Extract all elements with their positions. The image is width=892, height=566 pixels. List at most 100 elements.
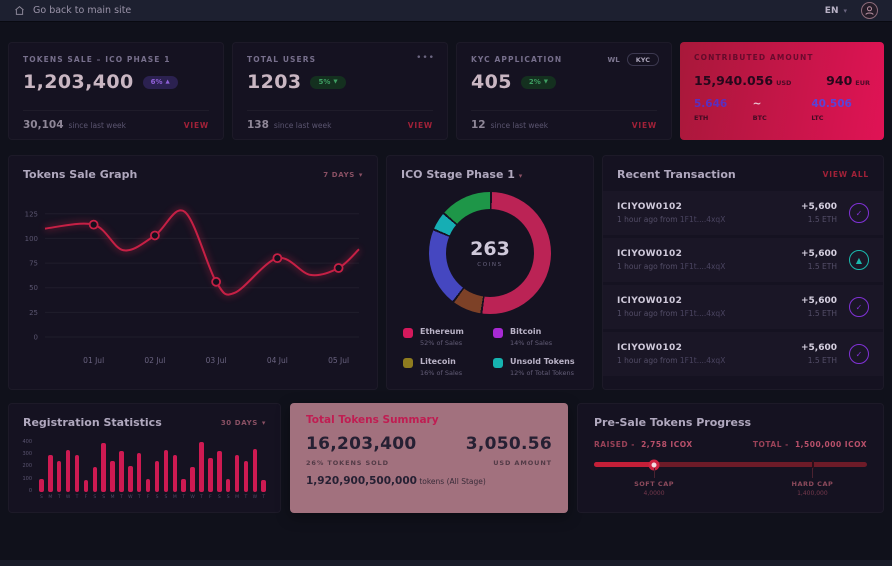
bar: T [117, 437, 126, 501]
usd-amount-label: USD AMOUNT [493, 459, 552, 467]
legend-item: Litecoin 16% of Sales [403, 357, 487, 377]
panel-title: Tokens Sale Graph [23, 168, 138, 181]
transaction-amount: +5,600 1.5 ETH [800, 296, 837, 318]
more-menu-icon[interactable]: ••• [416, 53, 435, 63]
coin-amount: 5.646 ETH [694, 98, 728, 122]
legend-item: Unsold Tokens 12% of Total Tokens [493, 357, 577, 377]
usd-amount-value: 3,050.56 [465, 434, 552, 454]
ico-stage-panel: ICO Stage Phase 1 ▾ 263 COINS Ethereum 52… [386, 155, 594, 390]
range-dropdown[interactable]: 30 DAYS ▾ [220, 418, 266, 427]
bar: T [55, 437, 64, 501]
transaction-row[interactable]: ICIYOW0102 1 hour ago from 1F1t....4xqX +5… [603, 285, 883, 329]
trend-badge: 5% ▼ [310, 75, 346, 89]
check-status-icon: ✓ [849, 203, 869, 223]
chevron-down-icon: ▾ [261, 418, 266, 427]
donut-center-value: 263 [470, 238, 510, 260]
wl-toggle[interactable]: WL [607, 55, 620, 64]
total-label: TOTAL - 1,500,000 ICOX [752, 440, 867, 449]
transaction-amount: +5,600 1.5 ETH [800, 343, 837, 365]
view-all-button[interactable]: VIEW ALL [822, 170, 869, 179]
home-icon [15, 5, 24, 15]
usd-amount-block: 3,050.56 USD AMOUNT [466, 434, 552, 467]
svg-text:125: 125 [25, 210, 38, 218]
transaction-row[interactable]: ICIYOW0102 1 hour ago from 1F1t....4xqX +5… [603, 191, 883, 235]
tokens-sold-label: 26% TOKENS SOLD [306, 459, 389, 467]
bar: S [99, 437, 108, 501]
bar: S [37, 437, 46, 501]
svg-text:01 Jul: 01 Jul [83, 356, 104, 365]
total-tokens-line: 1,920,900,500,000 tokens (All Stage) [306, 475, 486, 487]
delta-value: 138 [247, 119, 269, 131]
card-value: 1203 [247, 71, 302, 93]
transaction-info: ICIYOW0102 1 hour ago from 1F1t....4xqX [617, 296, 726, 318]
transaction-amount: +5,600 1.5 ETH [800, 202, 837, 224]
svg-text:04 Jul: 04 Jul [267, 356, 288, 365]
bar: S [224, 437, 233, 501]
cap-markers: SOFT CAP 4,0000 HARD CAP 1,400,000 [594, 467, 867, 501]
svg-text:0: 0 [34, 334, 38, 342]
eth-status-icon: ▲ [849, 250, 869, 270]
tokens-sale-graph-panel: Tokens Sale Graph 7 DAYS ▾ 0 25 50 75 100 125 0… [8, 155, 378, 390]
bar: T [73, 437, 82, 501]
language-selector[interactable]: EN ▾ [825, 6, 847, 16]
bar: F [206, 437, 215, 501]
card-title: TOKENS SALE – ICO PHASE 1 [23, 55, 171, 64]
usd-amount: 15,940.056 USD [694, 73, 792, 88]
svg-text:03 Jul: 03 Jul [206, 356, 227, 365]
transaction-info: ICIYOW0102 1 hour ago from 1F1t....4xqX [617, 343, 726, 365]
trend-badge: 2% ▼ [520, 75, 556, 89]
arrow-up-icon: ▲ [165, 79, 170, 85]
bar: T [135, 437, 144, 501]
bar: S [90, 437, 99, 501]
svg-text:50: 50 [29, 284, 38, 292]
bar: M [46, 437, 55, 501]
soft-cap-label: SOFT CAP 4,0000 [634, 480, 675, 497]
panel-title: Pre-Sale Tokens Progress [594, 416, 752, 429]
donut-legend: Ethereum 52% of Sales Bitcoin 14% of Sales L… [387, 314, 593, 377]
arrow-down-icon: ▼ [543, 79, 548, 85]
card-value: 1,203,400 [23, 71, 134, 93]
language-label: EN [824, 5, 839, 16]
user-avatar[interactable] [861, 2, 878, 19]
bar: M [233, 437, 242, 501]
view-button[interactable]: VIEW [407, 121, 433, 130]
bar: F [144, 437, 153, 501]
bar: T [241, 437, 250, 501]
eur-amount: 940 EUR [826, 73, 870, 88]
transaction-amount: +5,600 1.5 ETH [800, 249, 837, 271]
panel-title[interactable]: ICO Stage Phase 1 ▾ [401, 168, 523, 181]
transaction-list: ICIYOW0102 1 hour ago from 1F1t....4xqX +5… [603, 191, 883, 376]
raised-label: RAISED - 2,758 ICOX [594, 440, 693, 449]
transaction-row[interactable]: ICIYOW0102 1 hour ago from 1F1t....4xqX +5… [603, 332, 883, 376]
contributed-amount-card: CONTRIBUTED AMOUNT 15,940.056 USD 940 EUR … [680, 42, 884, 140]
registration-statistics-panel: Registration Statistics 30 DAYS ▾ 400 300 2… [8, 403, 281, 513]
view-button[interactable]: VIEW [183, 121, 209, 130]
hard-cap-notch [812, 460, 815, 469]
bar: W [126, 437, 135, 501]
view-button[interactable]: VIEW [631, 121, 657, 130]
legend-swatch [403, 328, 413, 338]
footer-strip [0, 560, 892, 566]
range-dropdown[interactable]: 7 DAYS ▾ [323, 170, 363, 179]
card-title: Total Tokens Summary [306, 414, 439, 426]
svg-text:05 Jul: 05 Jul [328, 356, 349, 365]
svg-text:75: 75 [29, 260, 38, 268]
total-users-card: ••• TOTAL USERS 1203 5% ▼ 138 since last … [232, 42, 448, 140]
kyc-toggle[interactable]: KYC [626, 53, 659, 66]
bar: F [81, 437, 90, 501]
transaction-row[interactable]: ICIYOW0102 1 hour ago from 1F1t....4xqX +5… [603, 238, 883, 282]
bar: W [250, 437, 259, 501]
bar: S [215, 437, 224, 501]
topbar-right: EN ▾ [825, 2, 878, 19]
back-to-main-site-link[interactable]: Go back to main site [14, 5, 131, 16]
chevron-down-icon: ▾ [518, 172, 523, 180]
legend-swatch [493, 358, 503, 368]
topbar: Go back to main site EN ▾ [0, 0, 892, 22]
ico-stage-donut-chart: 263 COINS [429, 192, 551, 314]
kyc-application-card: WL KYC KYC APPLICATION 405 2% ▼ 12 since … [456, 42, 672, 140]
bar-chart-y-axis: 400 300 200 100 0 [22, 438, 32, 494]
progress-fill [594, 462, 655, 467]
soft-cap-tick [654, 468, 656, 478]
